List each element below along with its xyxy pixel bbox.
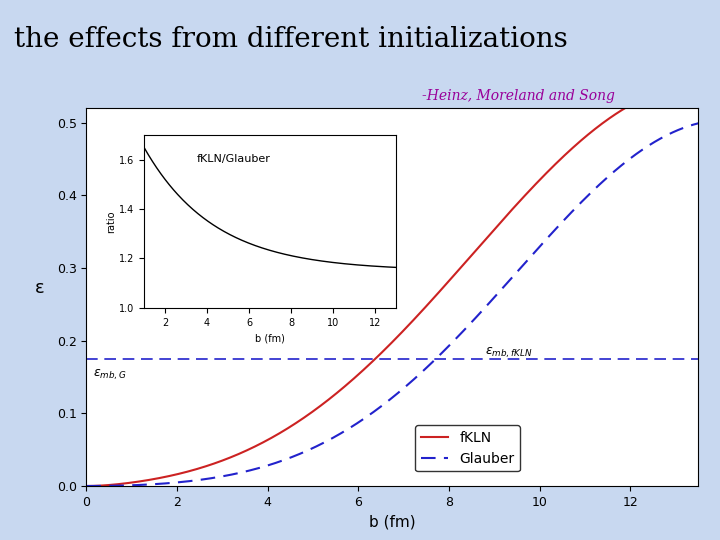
Text: the effects from different initializations: the effects from different initializatio… (14, 25, 568, 52)
fKLN (359, 367, 368, 373)
Glauber (240, 469, 248, 475)
fKLN (82, 483, 91, 489)
Glauber (359, 416, 368, 422)
Line: fKLN: fKLN (86, 84, 698, 486)
Line: Glauber: Glauber (86, 123, 698, 486)
Text: fKLN/Glauber: fKLN/Glauber (197, 154, 271, 164)
fKLN (543, 169, 552, 176)
Text: -Heinz, Moreland and Song: -Heinz, Moreland and Song (422, 89, 615, 103)
Glauber (82, 483, 91, 489)
Y-axis label: ε: ε (35, 279, 45, 297)
fKLN (694, 80, 703, 87)
Legend: fKLN, Glauber: fKLN, Glauber (415, 426, 520, 471)
fKLN (240, 449, 248, 455)
fKLN (190, 467, 199, 473)
fKLN (443, 280, 451, 286)
Text: $\varepsilon_{mb,fKLN}$: $\varepsilon_{mb,fKLN}$ (485, 346, 533, 360)
Glauber (443, 345, 451, 351)
Glauber (491, 293, 500, 300)
X-axis label: b (fm): b (fm) (255, 333, 285, 343)
Glauber (543, 235, 552, 241)
Glauber (694, 120, 703, 126)
Text: $\varepsilon_{mb,G}$: $\varepsilon_{mb,G}$ (93, 368, 127, 382)
Glauber (190, 477, 199, 484)
X-axis label: b (fm): b (fm) (369, 514, 415, 529)
Y-axis label: ratio: ratio (106, 210, 116, 233)
fKLN (491, 225, 500, 232)
